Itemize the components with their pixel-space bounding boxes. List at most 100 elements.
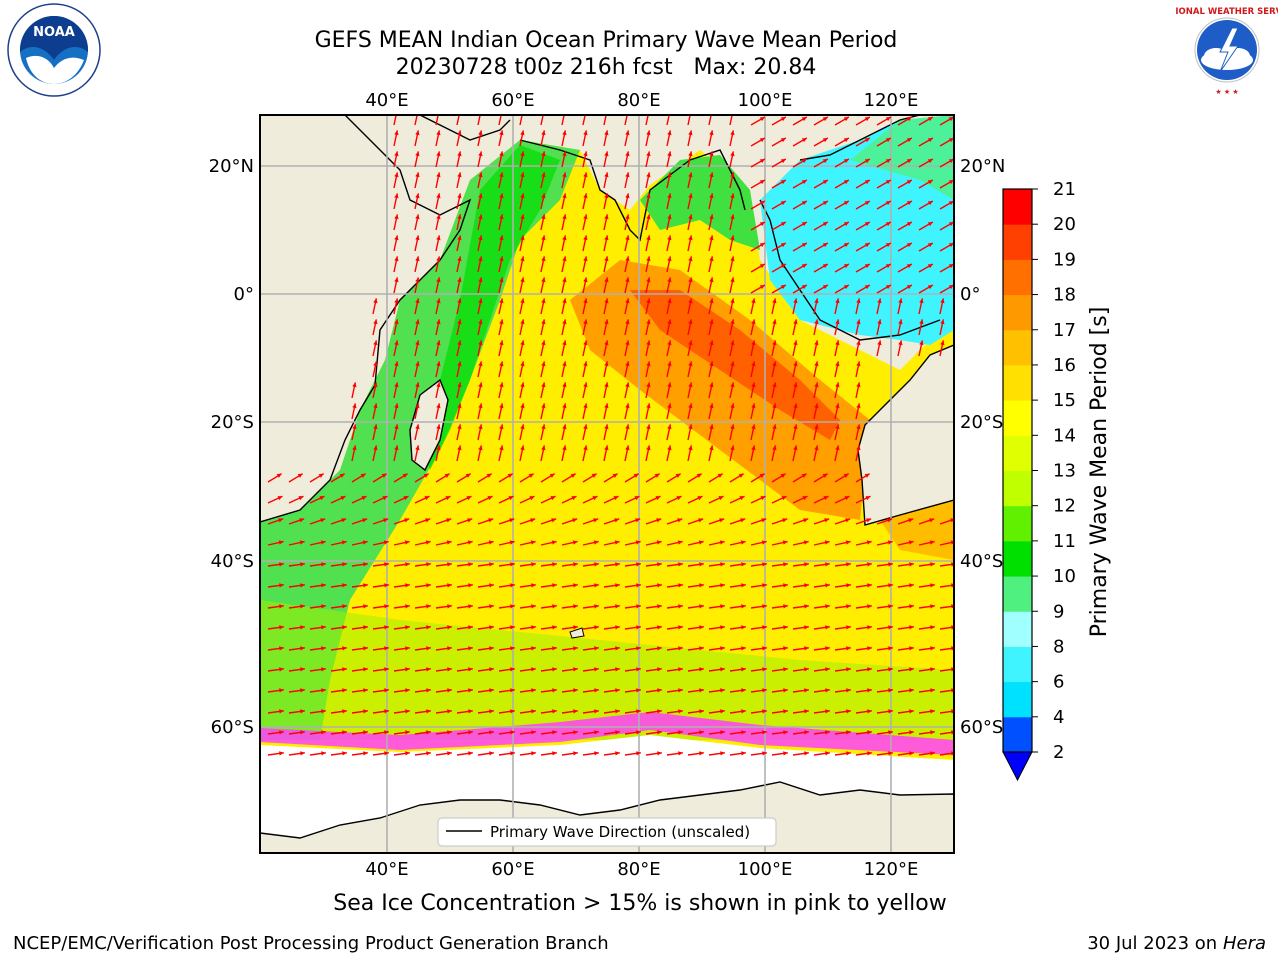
wave-arrow-head: [762, 625, 767, 630]
wave-arrow-head: [780, 117, 786, 122]
wave-arrow-head: [394, 319, 399, 325]
wave-arrow-head: [867, 625, 872, 630]
wave-arrow-head: [342, 730, 347, 735]
wave-arrow-head: [625, 424, 630, 430]
wave-arrow-head: [783, 562, 788, 567]
wave-arrow-head: [531, 667, 536, 672]
wave-arrow-head: [709, 298, 714, 304]
wave-arrow-head: [571, 496, 577, 501]
wave-arrow-head: [363, 646, 368, 651]
wave-arrow-head: [613, 496, 619, 501]
colorbar-segment: [1003, 681, 1032, 718]
wave-arrow-head: [760, 496, 766, 501]
wave-arrow-head: [822, 117, 828, 122]
wave-arrow-head: [906, 180, 912, 185]
lon-label-bottom: 120°E: [864, 859, 919, 880]
wave-arrow-head: [646, 193, 651, 199]
wave-arrow-head: [825, 646, 830, 651]
wave-arrow-head: [457, 109, 461, 114]
wave-arrow-head: [552, 562, 557, 567]
wave-arrow-head: [394, 445, 399, 451]
wave-arrow-head: [885, 180, 891, 185]
wave-arrow-head: [804, 688, 809, 693]
wave-arrow-head: [780, 159, 786, 164]
wave-arrow-head: [759, 285, 765, 290]
national-weather-service-logo: ★ ★ ★ NATIONAL WEATHER SERVICE: [1157, 0, 1280, 100]
wave-arrow-head: [720, 583, 725, 588]
wave-arrow-head: [761, 540, 767, 545]
wave-arrow-head: [646, 340, 651, 346]
wave-arrow-head: [930, 667, 935, 672]
wave-arrow-head: [541, 403, 546, 409]
wave-arrow-head: [759, 222, 765, 227]
wave-arrow-head: [562, 361, 567, 367]
wave-arrow-head: [415, 424, 420, 430]
wave-arrow-head: [835, 319, 840, 325]
wave-arrow-head: [415, 403, 420, 409]
wave-arrow-head: [667, 130, 672, 136]
wave-arrow-head: [677, 540, 683, 545]
wave-arrow-head: [678, 709, 683, 714]
wave-arrow-head: [843, 180, 849, 185]
lat-label-left: 20°S: [211, 412, 254, 433]
wave-arrow-head: [888, 688, 893, 693]
wave-arrow-head: [718, 496, 724, 501]
wave-arrow-head: [646, 235, 651, 241]
wave-arrow-head: [384, 604, 389, 609]
wave-arrow-head: [636, 751, 641, 756]
wave-arrow-head: [551, 518, 557, 523]
wave-arrow-head: [384, 709, 389, 714]
wave-arrow-head: [499, 340, 504, 346]
wave-arrow-head: [646, 172, 651, 178]
wave-arrow-head: [888, 583, 893, 588]
wave-arrow-head: [342, 688, 347, 693]
wave-arrow-shaft: [645, 115, 649, 126]
wave-arrow-head: [615, 583, 620, 588]
wave-arrow-head: [468, 625, 473, 630]
wave-arrow-head: [824, 540, 830, 545]
wave-arrow-head: [762, 688, 767, 693]
wave-arrow-head: [697, 496, 703, 501]
wave-arrow-head: [426, 583, 431, 588]
wave-arrow-head: [822, 201, 828, 206]
footer-credit: NCEP/EMC/Verification Post Processing Pr…: [13, 933, 609, 954]
wave-arrow-head: [657, 688, 662, 693]
wave-arrow-head: [604, 340, 609, 346]
wave-arrow-head: [772, 382, 777, 388]
wave-arrow-head: [657, 562, 662, 567]
wave-arrow-head: [415, 277, 420, 283]
wave-arrow-head: [604, 256, 609, 262]
wave-arrow-head: [822, 473, 828, 478]
wave-arrow-head: [478, 277, 483, 283]
wave-arrow-head: [405, 625, 410, 630]
wave-arrow-head: [657, 625, 662, 630]
lat-label-left: 40°S: [211, 551, 254, 572]
southeast-asia-coastline: [759, 115, 941, 341]
graticule: [260, 115, 954, 853]
wave-arrow-head: [300, 688, 305, 693]
wave-arrow-head: [507, 473, 513, 478]
wave-arrow-head: [864, 180, 870, 185]
wave-arrow-head: [688, 214, 693, 220]
wave-arrow-head: [457, 256, 462, 262]
wave-arrow-head: [405, 667, 410, 672]
wave-arrow-shaft: [456, 115, 460, 126]
wave-arrow-head: [499, 298, 504, 304]
wave-arrow-shaft: [729, 115, 733, 126]
wave-arrow-head: [415, 172, 420, 178]
wave-arrow-head: [906, 138, 912, 143]
wave-arrow-head: [825, 667, 830, 672]
wave-arrow-head: [780, 222, 786, 227]
wave-arrow-head: [478, 382, 483, 388]
wave-arrow-head: [688, 424, 693, 430]
wave-arrow-head: [604, 319, 609, 325]
wave-arrow-head: [604, 172, 609, 178]
wave-arrow-head: [363, 604, 368, 609]
wave-arrow-head: [572, 540, 578, 545]
wave-arrow-head: [424, 496, 430, 501]
lon-label-bottom: 40°E: [365, 859, 408, 880]
wave-arrow-head: [909, 751, 914, 756]
wave-arrow-head: [415, 235, 420, 241]
colorbar-tick-label: 12: [1053, 496, 1076, 517]
wave-arrow-head: [321, 667, 326, 672]
